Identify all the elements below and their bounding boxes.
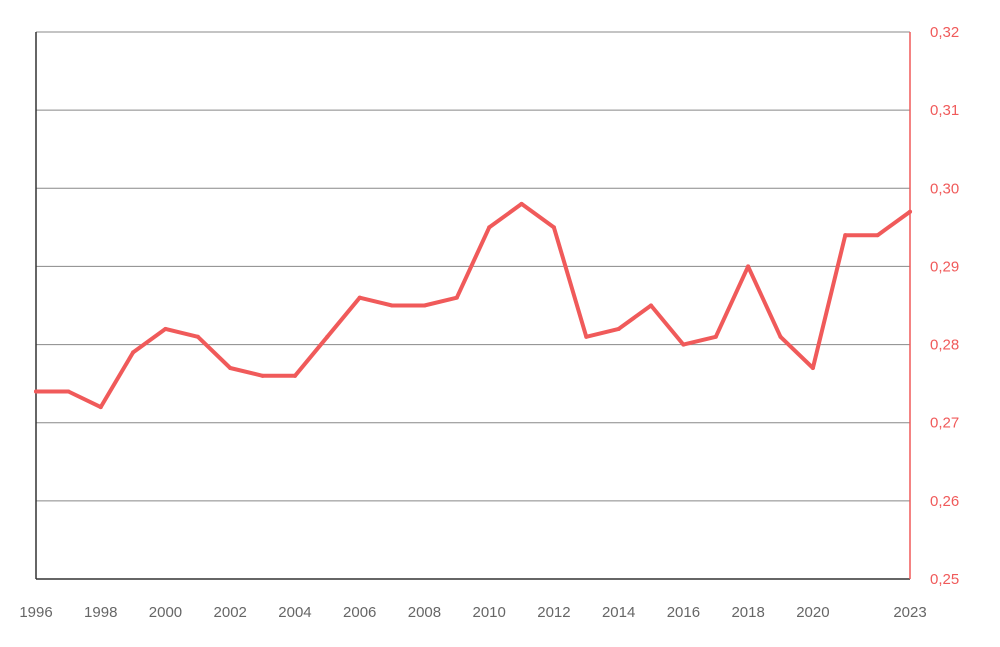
x-tick-label: 2002 bbox=[214, 604, 247, 621]
x-axis-tick-labels: 1996 1998 2000 2002 2004 2006 2008 2010 2012 2014… bbox=[19, 604, 926, 621]
x-tick-label: 2012 bbox=[537, 604, 570, 621]
y-tick-label: 0,31 bbox=[930, 102, 959, 119]
x-tick-label: 2010 bbox=[472, 604, 505, 621]
y-tick-label: 0,30 bbox=[930, 180, 959, 197]
data-point bbox=[487, 225, 492, 230]
data-point bbox=[551, 225, 556, 230]
x-tick-label: 2014 bbox=[602, 604, 635, 621]
data-point bbox=[908, 209, 912, 214]
x-tick-label: 2023 bbox=[893, 604, 926, 621]
grid-lines bbox=[36, 31, 910, 502]
data-point bbox=[357, 295, 362, 300]
data-point bbox=[292, 373, 297, 378]
x-tick-label: 2004 bbox=[278, 604, 311, 621]
y-tick-label: 0,27 bbox=[930, 415, 959, 432]
data-point bbox=[810, 366, 815, 371]
data-point bbox=[843, 233, 848, 238]
data-point bbox=[260, 373, 265, 378]
axes bbox=[35, 32, 911, 580]
y-axis-tick-labels: 0,25 0,26 0,27 0,28 0,29 0,30 0,31 0,32 bbox=[930, 24, 959, 588]
data-point bbox=[422, 303, 427, 308]
x-tick-label: 2018 bbox=[731, 604, 764, 621]
x-tick-label: 2016 bbox=[667, 604, 700, 621]
data-point bbox=[34, 389, 38, 394]
data-point bbox=[746, 264, 751, 269]
data-point bbox=[713, 334, 718, 339]
y-tick-label: 0,29 bbox=[930, 258, 959, 275]
x-tick-label: 2008 bbox=[408, 604, 441, 621]
data-point bbox=[66, 389, 71, 394]
data-point bbox=[454, 295, 459, 300]
y-tick-label: 0,28 bbox=[930, 337, 959, 354]
data-point bbox=[98, 405, 103, 410]
data-point bbox=[131, 350, 136, 355]
x-tick-label: 2000 bbox=[149, 604, 182, 621]
data-point bbox=[163, 326, 168, 331]
data-point bbox=[195, 334, 200, 339]
series-line bbox=[34, 201, 912, 410]
x-tick-label: 1998 bbox=[84, 604, 117, 621]
data-point bbox=[778, 334, 783, 339]
x-tick-label: 2006 bbox=[343, 604, 376, 621]
data-point bbox=[616, 326, 621, 331]
data-point bbox=[228, 366, 233, 371]
data-point bbox=[649, 303, 654, 308]
x-tick-label: 2020 bbox=[796, 604, 829, 621]
data-point bbox=[584, 334, 589, 339]
y-tick-label: 0,25 bbox=[930, 571, 959, 588]
y-tick-label: 0,32 bbox=[930, 24, 959, 41]
y-tick-label: 0,26 bbox=[930, 493, 959, 510]
data-point bbox=[681, 342, 686, 347]
data-point bbox=[519, 201, 524, 206]
x-tick-label: 1996 bbox=[19, 604, 52, 621]
series-layer bbox=[34, 201, 912, 410]
data-point bbox=[875, 233, 880, 238]
data-point bbox=[390, 303, 395, 308]
data-point bbox=[325, 334, 330, 339]
